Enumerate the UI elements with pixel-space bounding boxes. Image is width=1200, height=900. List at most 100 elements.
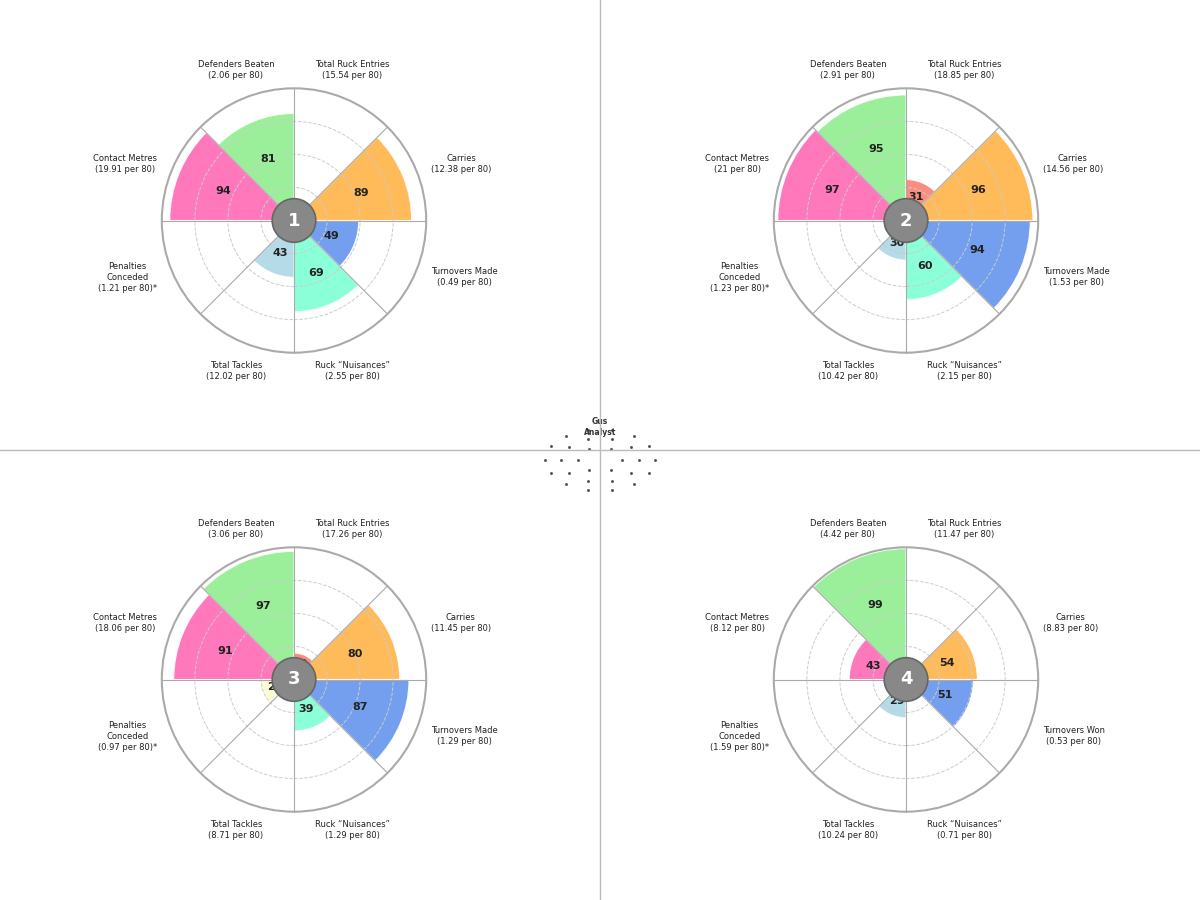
Text: 97: 97: [256, 601, 271, 611]
Text: Carries
(14.56 per 80): Carries (14.56 per 80): [1043, 154, 1103, 174]
Text: Defenders Beaten
(2.06 per 80): Defenders Beaten (2.06 per 80): [198, 60, 274, 80]
Text: 3: 3: [288, 670, 300, 688]
Text: Penalties
Conceded
(1.59 per 80)*: Penalties Conceded (1.59 per 80)*: [710, 721, 769, 752]
Text: 99: 99: [868, 599, 883, 609]
Wedge shape: [906, 220, 962, 300]
Text: Total Tackles
(8.71 per 80): Total Tackles (8.71 per 80): [209, 820, 263, 840]
Text: 2: 2: [900, 212, 912, 230]
Text: Defenders Beaten
(2.91 per 80): Defenders Beaten (2.91 per 80): [810, 60, 886, 80]
Text: Penalties
Conceded
(0.97 per 80)*: Penalties Conceded (0.97 per 80)*: [98, 721, 157, 752]
Text: Total Tackles
(12.02 per 80): Total Tackles (12.02 per 80): [205, 361, 266, 381]
Text: 60: 60: [917, 261, 932, 271]
Text: 51: 51: [937, 690, 953, 700]
Text: Contact Metres
(18.06 per 80): Contact Metres (18.06 per 80): [94, 613, 157, 633]
Circle shape: [272, 199, 316, 242]
Text: 89: 89: [354, 187, 370, 198]
Text: Ruck “Nuisances”
(2.15 per 80): Ruck “Nuisances” (2.15 per 80): [926, 361, 1002, 381]
Text: 81: 81: [260, 154, 276, 164]
Text: 94: 94: [215, 186, 230, 196]
Wedge shape: [260, 680, 294, 703]
Wedge shape: [878, 220, 906, 260]
Circle shape: [884, 658, 928, 701]
Wedge shape: [294, 680, 409, 760]
Wedge shape: [906, 130, 1033, 220]
Text: 29: 29: [889, 697, 905, 706]
Wedge shape: [169, 132, 294, 220]
Text: Carries
(12.38 per 80): Carries (12.38 per 80): [431, 154, 491, 174]
Wedge shape: [274, 220, 294, 235]
Text: Turnovers Won
(0.53 per 80): Turnovers Won (0.53 per 80): [1043, 726, 1105, 746]
Text: Turnovers Made
(0.49 per 80): Turnovers Made (0.49 per 80): [431, 267, 498, 287]
Text: 91: 91: [217, 646, 233, 656]
Wedge shape: [203, 552, 294, 680]
Text: Defenders Beaten
(4.42 per 80): Defenders Beaten (4.42 per 80): [810, 519, 886, 539]
Wedge shape: [906, 680, 973, 727]
Wedge shape: [878, 680, 906, 718]
Text: Total Ruck Entries
(18.85 per 80): Total Ruck Entries (18.85 per 80): [926, 60, 1002, 80]
Wedge shape: [294, 653, 313, 680]
Wedge shape: [906, 680, 920, 700]
Text: Penalties
Conceded
(1.21 per 80)*: Penalties Conceded (1.21 per 80)*: [98, 262, 157, 292]
Text: 94: 94: [970, 245, 985, 255]
Text: Ruck “Nuisances”
(2.55 per 80): Ruck “Nuisances” (2.55 per 80): [314, 361, 390, 381]
Text: Ruck “Nuisances”
(0.71 per 80): Ruck “Nuisances” (0.71 per 80): [926, 820, 1002, 840]
Text: Total Tackles
(10.24 per 80): Total Tackles (10.24 per 80): [817, 820, 878, 840]
Wedge shape: [906, 179, 935, 220]
Text: Contact Metres
(8.12 per 80): Contact Metres (8.12 per 80): [706, 613, 769, 633]
Text: 1: 1: [908, 660, 916, 670]
Text: Penalties
Conceded
(1.23 per 80)*: Penalties Conceded (1.23 per 80)*: [710, 262, 769, 292]
Wedge shape: [817, 94, 906, 220]
Text: Contact Metres
(21 per 80): Contact Metres (21 per 80): [706, 154, 769, 174]
Text: Total Ruck Entries
(11.47 per 80): Total Ruck Entries (11.47 per 80): [926, 519, 1002, 539]
Text: 87: 87: [352, 702, 367, 712]
Wedge shape: [906, 220, 1031, 309]
Text: Carries
(8.83 per 80): Carries (8.83 per 80): [1043, 613, 1098, 633]
Text: 15: 15: [271, 221, 287, 231]
Text: Total Tackles
(10.42 per 80): Total Tackles (10.42 per 80): [817, 361, 878, 381]
Wedge shape: [294, 220, 359, 311]
Wedge shape: [283, 680, 294, 696]
Wedge shape: [294, 220, 359, 266]
Wedge shape: [294, 138, 412, 220]
Circle shape: [884, 199, 928, 242]
Text: 43: 43: [272, 248, 288, 258]
Text: 1: 1: [288, 212, 300, 230]
Text: Total Ruck Entries
(17.26 per 80): Total Ruck Entries (17.26 per 80): [314, 519, 390, 539]
Wedge shape: [294, 605, 400, 680]
Text: 4: 4: [900, 670, 912, 688]
Text: 69: 69: [307, 267, 324, 278]
Text: 97: 97: [824, 185, 840, 195]
Text: 54: 54: [940, 658, 955, 668]
Text: 12: 12: [293, 201, 308, 211]
Wedge shape: [294, 204, 305, 220]
Wedge shape: [174, 594, 294, 680]
Wedge shape: [894, 680, 906, 688]
Wedge shape: [294, 680, 330, 731]
Text: Total Ruck Entries
(15.54 per 80): Total Ruck Entries (15.54 per 80): [314, 60, 390, 80]
Text: 20: 20: [293, 660, 308, 670]
Wedge shape: [906, 629, 977, 680]
Wedge shape: [218, 113, 294, 220]
Text: Turnovers Made
(1.53 per 80): Turnovers Made (1.53 per 80): [1043, 267, 1110, 287]
Text: Turnovers Made
(1.29 per 80): Turnovers Made (1.29 per 80): [431, 726, 498, 746]
Text: Defenders Beaten
(3.06 per 80): Defenders Beaten (3.06 per 80): [198, 519, 274, 539]
Text: 14: 14: [883, 221, 899, 231]
Text: 9: 9: [888, 680, 895, 690]
Text: 31: 31: [908, 192, 924, 202]
Text: 95: 95: [869, 144, 884, 154]
Text: 16: 16: [905, 689, 920, 699]
Text: Gus: Gus: [592, 418, 608, 426]
Text: Contact Metres
(19.91 per 80): Contact Metres (19.91 per 80): [94, 154, 157, 174]
Wedge shape: [888, 220, 906, 234]
Text: 12: 12: [280, 689, 295, 699]
Text: 25: 25: [268, 682, 283, 692]
Text: 43: 43: [865, 661, 881, 671]
Text: 49: 49: [323, 231, 338, 241]
Text: 39: 39: [299, 704, 314, 714]
Text: Ruck “Nuisances”
(1.29 per 80): Ruck “Nuisances” (1.29 per 80): [314, 820, 390, 840]
Text: 96: 96: [971, 185, 986, 195]
Text: 80: 80: [347, 650, 362, 660]
Text: Analyst: Analyst: [584, 428, 616, 436]
Circle shape: [272, 658, 316, 701]
Text: Carries
(11.45 per 80): Carries (11.45 per 80): [431, 613, 491, 633]
